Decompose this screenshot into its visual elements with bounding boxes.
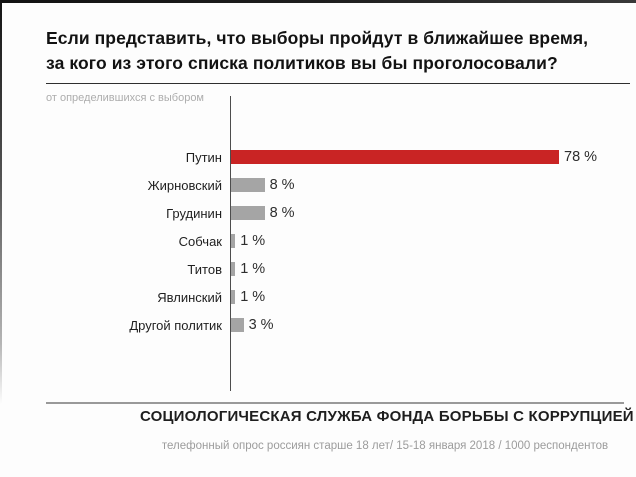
title-underline: [46, 82, 630, 84]
source-text: СОЦИОЛОГИЧЕСКАЯ СЛУЖБА ФОНДА БОРЬБЫ С КО…: [140, 408, 634, 425]
bar: [231, 262, 236, 276]
photo-edge-left: [0, 0, 2, 404]
category-label: Собчак: [178, 233, 222, 249]
category-label: Жирновский: [147, 177, 222, 193]
bar-row: Жирновский 8 %: [0, 171, 636, 199]
footer-divider: [46, 402, 624, 404]
value-label: 1 %: [240, 261, 266, 277]
chart-subtitle: от определившихся с выбором: [46, 91, 204, 104]
value-label: 1 %: [240, 289, 266, 305]
bar-row: Явлинский 1 %: [0, 283, 636, 311]
chart-title: Если представить, что выборы пройдут в б…: [46, 26, 630, 76]
photo-edge-top: [0, 0, 636, 3]
chart-title-line1: Если представить, что выборы пройдут в б…: [46, 28, 589, 48]
bar: [231, 318, 244, 332]
bar: [231, 150, 559, 164]
footer: СОЦИОЛОГИЧЕСКАЯ СЛУЖБА ФОНДА БОРЬБЫ С КО…: [140, 408, 634, 452]
bar: [231, 234, 236, 248]
bar-row: Собчак 1 %: [0, 227, 636, 255]
chart-title-line2: за кого из этого списка политиков вы бы …: [46, 52, 558, 73]
value-label: 8 %: [269, 205, 295, 221]
value-label: 3 %: [248, 317, 274, 333]
bar-chart: Путин 78 % Жирновский 8 % Грудинин 8 % Собчак 1…: [0, 96, 636, 391]
category-label: Путин: [185, 149, 222, 165]
category-label: Другой политик: [129, 317, 222, 333]
bar-row: Титов 1 %: [0, 255, 636, 283]
bar-rows: Путин 78 % Жирновский 8 % Грудинин 8 % Собчак 1…: [0, 143, 636, 339]
bar: [231, 206, 265, 220]
category-label: Явлинский: [157, 289, 222, 305]
category-label: Титов: [187, 261, 222, 277]
header: Если представить, что выборы пройдут в б…: [46, 26, 630, 104]
bar: [231, 178, 265, 192]
category-label: Грудинин: [166, 205, 222, 221]
bar-row: Грудинин 8 %: [0, 199, 636, 227]
value-label: 1 %: [240, 233, 266, 249]
bar-row: Путин 78 %: [0, 143, 636, 171]
y-axis-line: [230, 96, 231, 391]
bar: [231, 290, 236, 304]
value-label: 8 %: [269, 177, 295, 193]
bar-row: Другой политик 3 %: [0, 311, 636, 339]
source-line: СОЦИОЛОГИЧЕСКАЯ СЛУЖБА ФОНДА БОРЬБЫ С КО…: [140, 408, 634, 426]
value-label: 78 %: [564, 149, 598, 165]
methodology-note: телефонный опрос россиян старше 18 лет/ …: [161, 440, 609, 452]
